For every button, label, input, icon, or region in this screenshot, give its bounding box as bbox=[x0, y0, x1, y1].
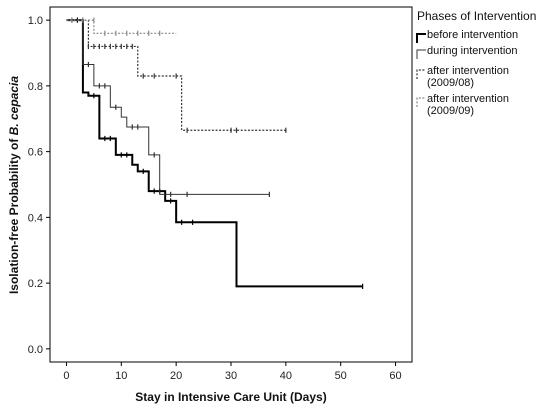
y-axis-label-prefix: Isolation-free Probability of bbox=[7, 135, 21, 294]
x-tick-label: 20 bbox=[170, 370, 182, 382]
legend-swatch bbox=[416, 97, 426, 107]
y-tick-label: 1.0 bbox=[28, 15, 43, 27]
km-curve-1 bbox=[66, 19, 363, 288]
x-tick-label: 40 bbox=[280, 370, 292, 382]
y-tick-label: 0.0 bbox=[28, 344, 43, 356]
x-tick-label: 30 bbox=[225, 370, 237, 382]
legend-swatch bbox=[416, 69, 426, 79]
legend: Phases of Intervention before interventi… bbox=[416, 9, 536, 117]
x-axis-label: Stay in Intensive Care Unit (Days) bbox=[135, 390, 326, 404]
km-curve-4 bbox=[66, 19, 177, 34]
legend-entry: during intervention bbox=[427, 45, 518, 57]
series-layer bbox=[66, 17, 364, 289]
legend-swatch bbox=[416, 49, 426, 59]
legend-title: Phases of Intervention bbox=[417, 9, 536, 23]
y-axis-label: Isolation-free Probability of B. cepacia bbox=[7, 76, 21, 294]
legend-entry: (2009/08) bbox=[427, 77, 474, 89]
axis-ticks: 0 10 20 30 40 50 60 0.0 0.2 0.4 0.6 0.8 1.0 bbox=[28, 15, 402, 382]
legend-entry: after intervention bbox=[427, 93, 509, 105]
y-tick-label: 0.8 bbox=[28, 81, 43, 93]
km-curve-3 bbox=[66, 19, 286, 131]
x-tick-label: 10 bbox=[115, 370, 127, 382]
x-tick-label: 50 bbox=[335, 370, 347, 382]
legend-swatch bbox=[416, 33, 426, 43]
legend-entry: before intervention bbox=[427, 29, 518, 41]
legend-entry: after intervention bbox=[427, 65, 509, 77]
legend-entry: (2009/09) bbox=[427, 105, 474, 117]
y-axis-label-italic: B. cepacia bbox=[7, 76, 21, 136]
y-tick-label: 0.6 bbox=[28, 147, 43, 159]
plot-area bbox=[49, 6, 413, 363]
y-tick-label: 0.4 bbox=[28, 212, 43, 224]
x-tick-label: 0 bbox=[63, 370, 69, 382]
y-tick-label: 0.2 bbox=[28, 278, 43, 290]
x-tick-label: 60 bbox=[389, 370, 401, 382]
